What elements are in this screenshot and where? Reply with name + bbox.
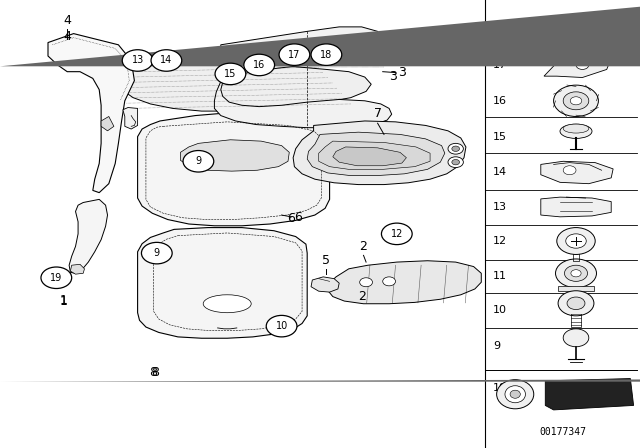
Text: 1: 1 [60,294,68,308]
Text: 18: 18 [493,26,507,36]
Circle shape [567,297,585,310]
Circle shape [381,223,412,245]
Polygon shape [541,197,611,217]
Text: 11: 11 [493,271,507,280]
Text: 6: 6 [287,212,294,225]
Polygon shape [311,277,339,292]
Text: 12: 12 [493,236,507,246]
Circle shape [557,228,595,254]
Circle shape [183,151,214,172]
Circle shape [452,146,460,151]
Polygon shape [70,264,84,274]
Circle shape [452,159,460,165]
Polygon shape [101,116,114,131]
Text: 2: 2 [358,290,366,303]
Ellipse shape [505,386,525,403]
Polygon shape [69,199,108,273]
Polygon shape [0,7,640,66]
Text: 4: 4 [63,30,71,43]
Text: 12: 12 [390,229,403,239]
Circle shape [556,259,596,288]
Text: 1: 1 [60,293,68,307]
Bar [558,286,594,291]
Polygon shape [214,27,392,128]
Circle shape [383,277,396,286]
Polygon shape [106,63,371,111]
Text: 16: 16 [253,60,266,70]
Circle shape [279,44,310,65]
Circle shape [571,270,581,277]
Polygon shape [544,52,611,78]
Circle shape [563,92,589,110]
Polygon shape [0,379,640,382]
Text: 14: 14 [160,56,173,65]
Text: 15: 15 [493,132,507,142]
Ellipse shape [497,380,534,409]
Polygon shape [138,113,330,226]
Circle shape [215,63,246,85]
Polygon shape [180,140,289,171]
Text: 8: 8 [150,366,157,379]
Circle shape [448,143,463,154]
Circle shape [266,315,297,337]
Text: 10: 10 [493,305,507,315]
Text: 17: 17 [493,60,507,70]
Circle shape [122,50,153,71]
FancyBboxPatch shape [540,20,609,45]
Text: 3: 3 [389,69,397,83]
Circle shape [41,267,72,289]
Polygon shape [293,121,466,185]
Polygon shape [48,34,134,193]
Circle shape [576,60,589,69]
Text: 7: 7 [374,107,381,120]
Text: 10: 10 [275,321,288,331]
Circle shape [311,44,342,65]
Text: 15: 15 [224,69,237,79]
Text: 17: 17 [288,50,301,60]
Ellipse shape [563,124,589,133]
Text: 9: 9 [195,156,202,166]
Polygon shape [138,228,307,338]
Text: 18: 18 [320,50,333,60]
Circle shape [563,329,589,347]
Text: 19: 19 [50,273,63,283]
Circle shape [554,85,598,116]
Circle shape [151,50,182,71]
Polygon shape [123,108,138,129]
Text: 4: 4 [63,14,71,27]
Polygon shape [319,141,430,169]
Text: 00177347: 00177347 [540,427,587,437]
Text: 13: 13 [493,202,507,212]
Circle shape [448,157,463,168]
Circle shape [244,54,275,76]
Polygon shape [545,379,634,410]
Text: 9: 9 [154,248,160,258]
Circle shape [566,234,586,248]
Circle shape [141,242,172,264]
Text: 13: 13 [131,56,144,65]
Polygon shape [541,161,613,184]
Circle shape [558,291,594,316]
Text: 6: 6 [294,211,302,224]
Text: 19: 19 [493,383,507,392]
Ellipse shape [560,124,592,138]
Circle shape [563,166,576,175]
Circle shape [570,97,582,105]
Polygon shape [328,261,481,304]
Text: 2: 2 [360,240,367,253]
Polygon shape [333,147,406,166]
Text: 16: 16 [493,96,507,106]
Ellipse shape [510,390,520,398]
Text: 9: 9 [493,341,500,351]
Circle shape [360,278,372,287]
Text: 7: 7 [364,140,371,154]
Circle shape [564,265,588,281]
Text: 5: 5 [317,278,325,291]
Polygon shape [307,132,445,176]
Ellipse shape [204,295,251,313]
Text: 3: 3 [398,66,406,79]
Text: 14: 14 [493,168,507,177]
Text: 8: 8 [151,366,159,379]
Text: 5: 5 [323,254,330,267]
